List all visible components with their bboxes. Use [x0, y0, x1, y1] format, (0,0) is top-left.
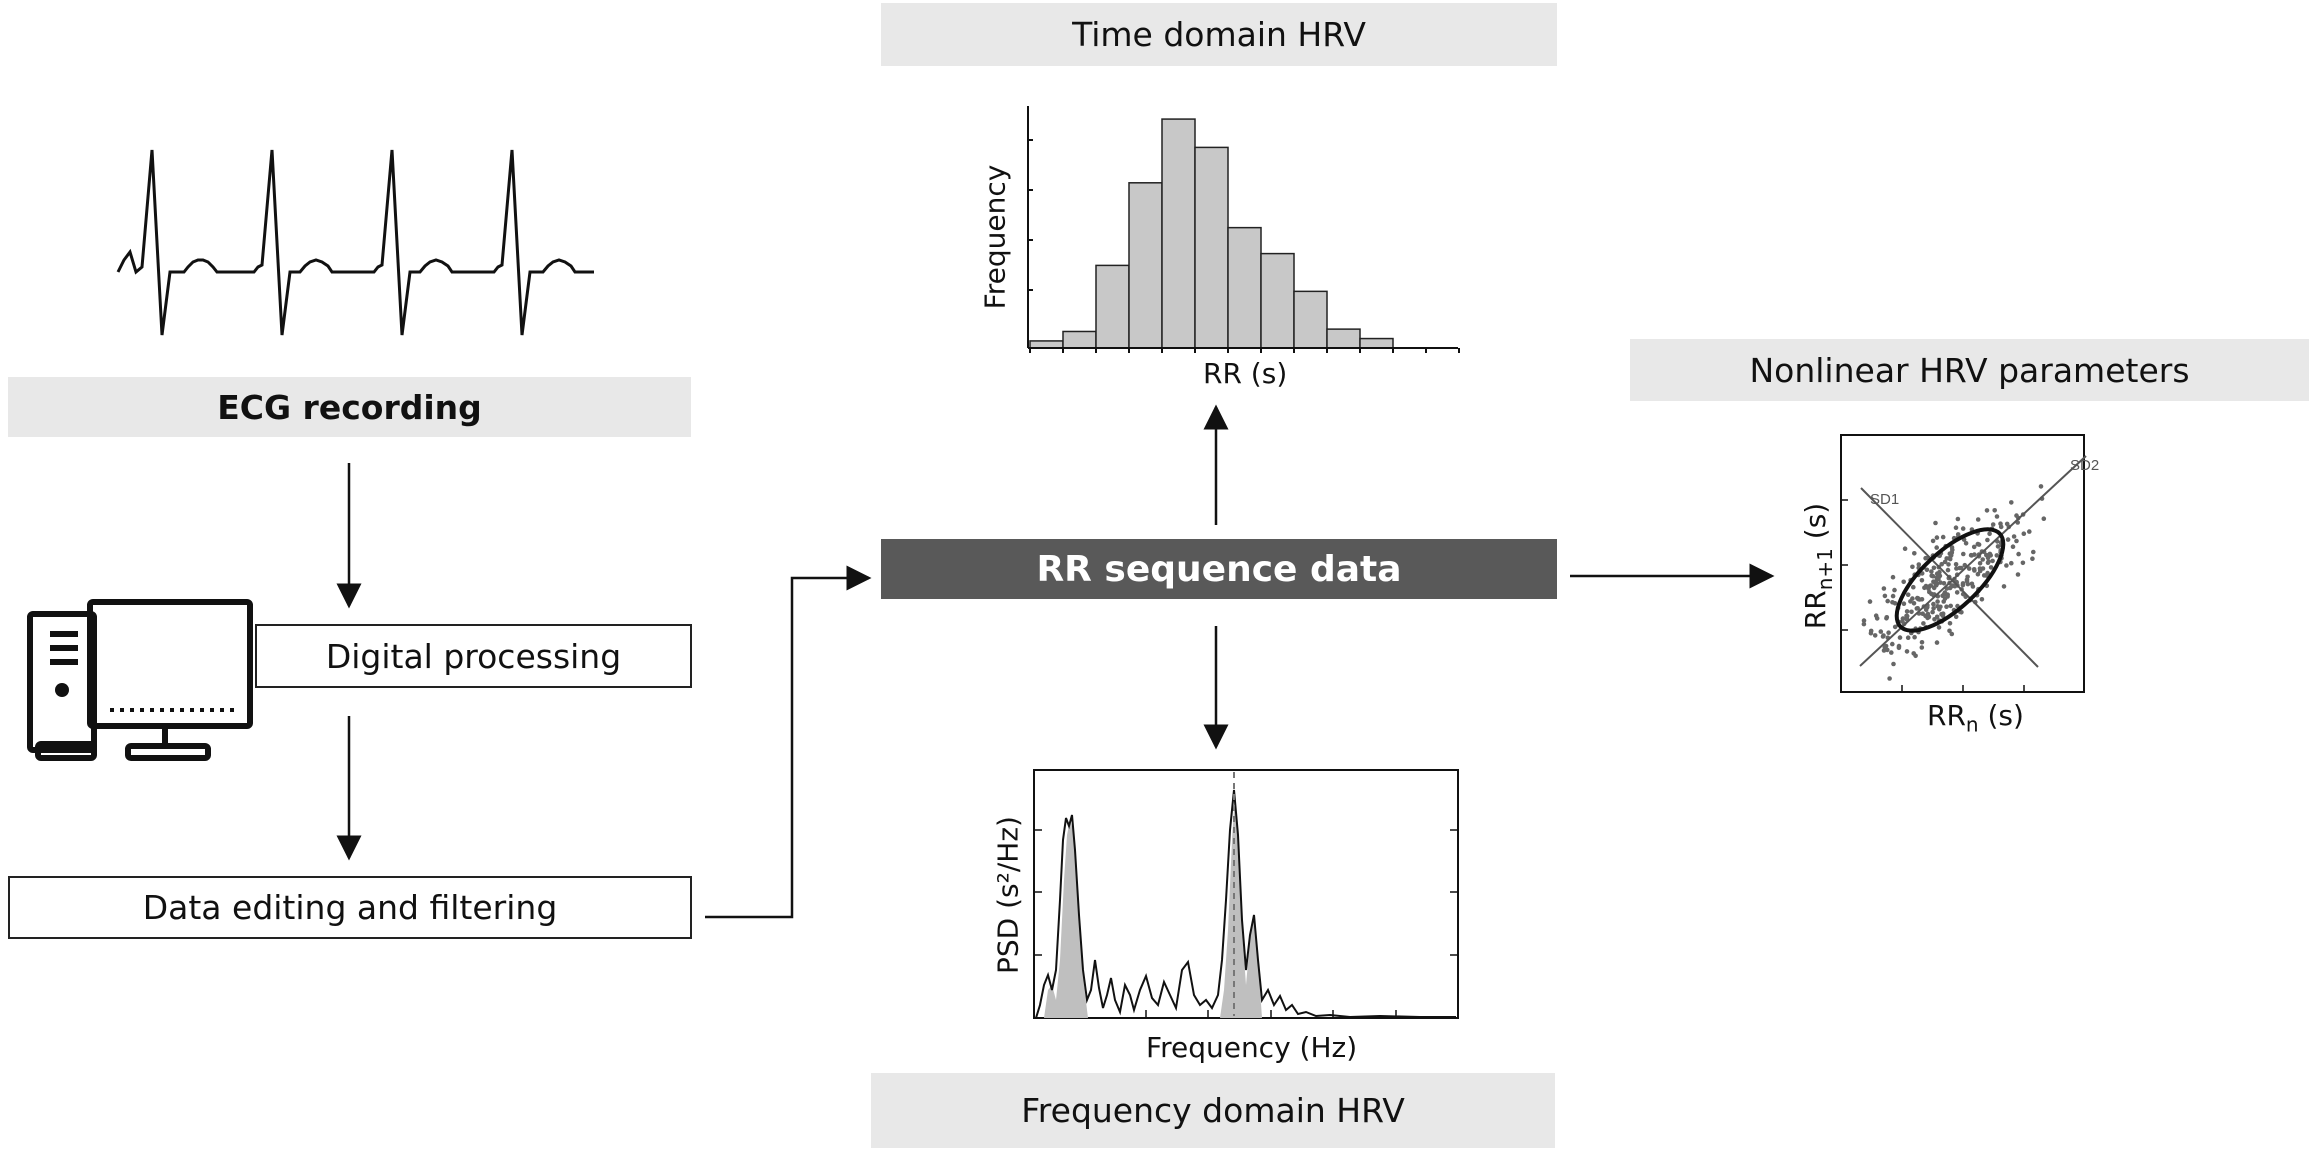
time-domain-text: Time domain HRV [1072, 15, 1366, 54]
psd-lf-band [1044, 820, 1088, 1018]
sd2-label: SD2 [2070, 457, 2099, 474]
rr-sequence-box: RR sequence data [881, 539, 1557, 599]
histogram-axes [1027, 106, 1458, 349]
nonlinear-text: Nonlinear HRV parameters [1749, 350, 2190, 390]
poincare-ylabel-unit: (s) [1799, 502, 1833, 549]
sd1-label: SD1 [1870, 491, 1899, 508]
histogram-ticks [1028, 139, 1460, 353]
poincare-ticks [1841, 499, 2025, 692]
arrow-editing-to-rr [705, 565, 872, 919]
digital-processing-box: Digital processing [255, 624, 692, 688]
histogram-bar [1194, 146, 1229, 349]
ecg-recording-text: ECG recording [217, 387, 482, 427]
psd-curve [1035, 789, 1456, 1019]
frequency-domain-text: Frequency domain HRV [1021, 1091, 1405, 1130]
sd1-axis-line [1860, 487, 2039, 668]
histogram-bar [1095, 264, 1130, 349]
histogram-xlabel: RR (s) [1203, 357, 1288, 390]
data-editing-box: Data editing and filtering [8, 876, 692, 939]
poincare-xlabel-main: RR [1927, 699, 1966, 732]
poincare-xlabel-unit: (s) [1978, 699, 2024, 732]
poincare-xlabel-sub: n [1965, 712, 1979, 737]
psd-hf-band [1220, 795, 1262, 1018]
digital-processing-text: Digital processing [325, 636, 622, 676]
poincare-ylabel: RRn+1 (s) [1799, 503, 1837, 629]
poincare-frame [1840, 434, 2085, 693]
rr-sequence-text: RR sequence data [1036, 548, 1402, 590]
ecg-recording-label: ECG recording [8, 377, 691, 437]
poincare-ylabel-sub: n+1 [1812, 548, 1837, 591]
time-domain-label: Time domain HRV [881, 3, 1557, 66]
data-editing-text: Data editing and filtering [142, 888, 558, 927]
histogram-bar [1260, 252, 1295, 349]
histogram-bars [1029, 118, 1394, 349]
poincare-ylabel-main: RR [1799, 590, 1833, 630]
histogram-bar [1161, 118, 1196, 349]
psd-xlabel: Frequency (Hz) [1146, 1031, 1358, 1064]
nonlinear-label: Nonlinear HRV parameters [1630, 339, 2309, 401]
poincare-xlabel: RRn (s) [1927, 699, 2024, 737]
frequency-domain-label: Frequency domain HRV [871, 1073, 1555, 1148]
histogram-bar [1128, 182, 1163, 349]
poincare-ellipse [1894, 527, 2006, 633]
sd2-axis-line [1859, 455, 2087, 667]
